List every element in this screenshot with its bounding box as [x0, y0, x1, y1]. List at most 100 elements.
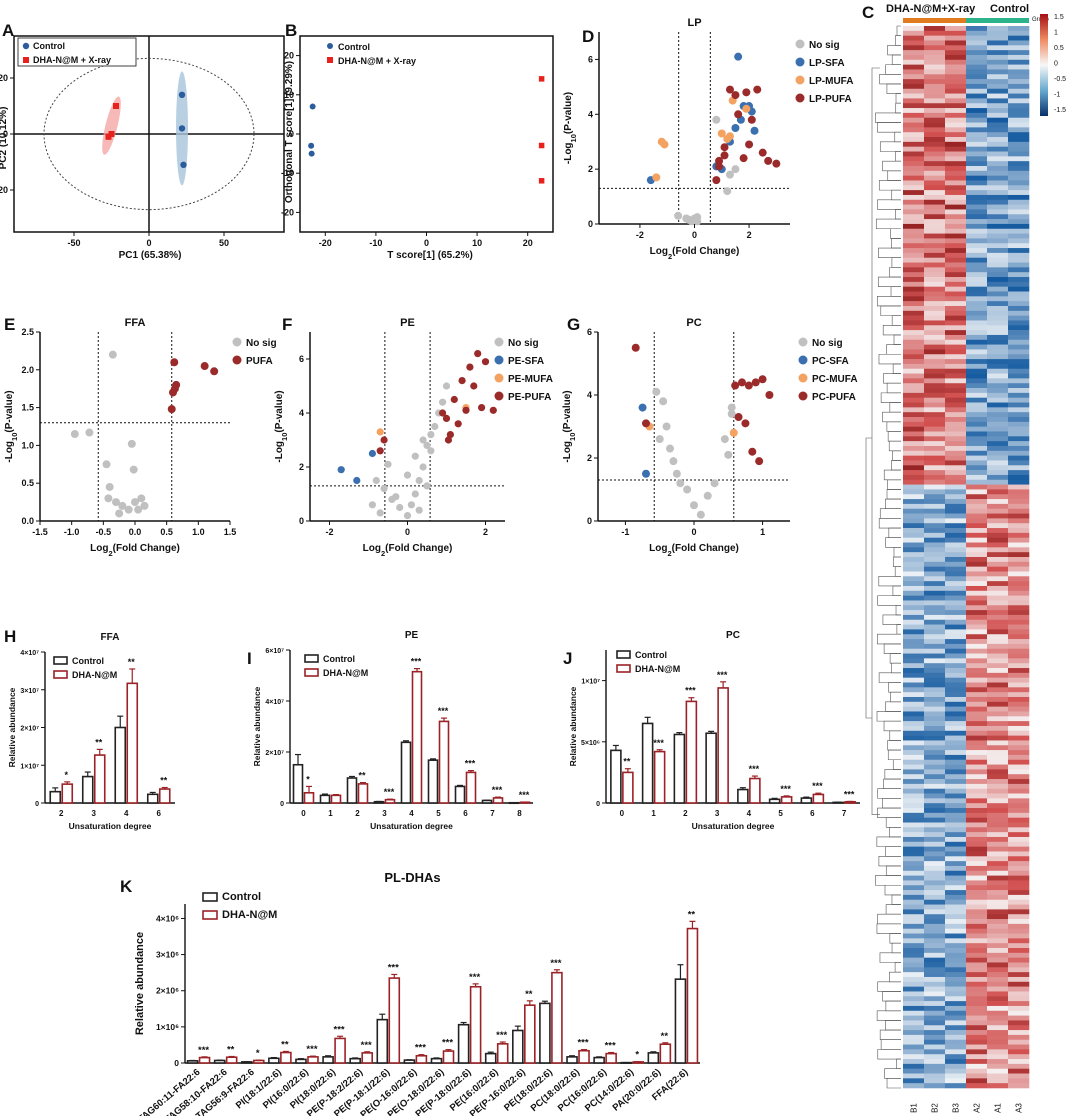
heatmap-cell	[1008, 421, 1030, 427]
heatmap-cell	[966, 991, 988, 997]
heatmap-cell	[903, 180, 925, 186]
dendrogram-branch	[891, 894, 901, 905]
heatmap-cell	[903, 513, 925, 519]
heatmap-cell	[1008, 865, 1030, 872]
heatmap-cell	[1008, 122, 1030, 128]
heatmap-cell	[966, 412, 988, 418]
heatmap-cell	[987, 769, 1009, 775]
dendrogram-branch	[894, 131, 901, 143]
legend-marker	[494, 337, 504, 347]
heatmap-cell	[945, 610, 967, 616]
significance-mark: *	[64, 770, 68, 780]
dendrogram-branch	[885, 64, 901, 75]
heatmap-cell	[924, 957, 946, 963]
dendrogram-branch	[886, 344, 901, 355]
volcano-point	[442, 414, 451, 422]
heatmap-cell	[924, 40, 946, 46]
heatmap-cell	[966, 783, 988, 790]
heatmap-cell	[966, 769, 988, 775]
heatmap-cell	[966, 648, 988, 654]
x-tick-label: -0.5	[96, 527, 112, 537]
heatmap-cell	[966, 489, 988, 495]
heatmap-cell	[1008, 518, 1030, 524]
dha-bar	[492, 797, 504, 804]
heatmap-cell	[966, 455, 988, 461]
heatmap-cell	[924, 277, 946, 283]
heatmap-cell	[987, 98, 1009, 104]
heatmap-cell	[966, 252, 988, 259]
heatmap-cell	[924, 368, 946, 374]
heatmap-cell	[1008, 851, 1030, 857]
heatmap-cell	[903, 79, 925, 85]
volcano-point	[764, 156, 773, 165]
heatmap-cell	[966, 1059, 988, 1065]
volcano-point	[731, 124, 740, 132]
heatmap-cell	[945, 880, 967, 886]
heatmap-cell	[1008, 547, 1030, 553]
heatmap-cell	[966, 349, 988, 355]
heatmap-cell	[1008, 779, 1030, 785]
heatmap-cell	[987, 614, 1009, 621]
y-axis-label: Relative abundance	[134, 932, 146, 1035]
legend-marker	[494, 355, 504, 365]
dendrogram-branch	[878, 247, 901, 259]
volcano-point	[415, 506, 423, 514]
heatmap-cell	[1008, 706, 1030, 712]
heatmap-cell	[987, 537, 1009, 543]
heatmap-cell	[945, 923, 967, 929]
control-bar	[376, 1018, 389, 1064]
heatmap-cell	[987, 856, 1009, 862]
heatmap-cell	[903, 639, 925, 645]
heatmap-cell	[987, 663, 1009, 669]
heatmap-cell	[924, 991, 946, 997]
y-tick-label: 20	[0, 73, 8, 83]
volcano-point	[105, 482, 114, 491]
heatmap-cell	[987, 35, 1009, 41]
heatmap-cell	[903, 431, 925, 437]
heatmap-cell	[945, 35, 967, 41]
heatmap-cell	[1008, 489, 1030, 495]
volcano-point	[739, 154, 748, 163]
volcano-point	[454, 420, 462, 428]
dendrogram-branch	[885, 865, 901, 876]
heatmap-cell	[1008, 305, 1030, 312]
heatmap-cell	[924, 262, 946, 268]
heatmap-cell	[903, 137, 925, 143]
heatmap-cell	[903, 991, 925, 997]
dendrogram-branch	[891, 460, 901, 471]
heatmap-cell	[945, 928, 967, 934]
heatmap-cell	[945, 836, 967, 843]
heatmap-cell	[903, 267, 925, 273]
heatmap-cell	[1008, 388, 1030, 394]
heatmap-cell	[903, 1039, 925, 1045]
sample-label: A2	[973, 1103, 982, 1113]
heatmap-cell	[987, 725, 1009, 732]
dha-point	[105, 133, 112, 140]
heatmap-cell	[924, 450, 946, 456]
heatmap-cell	[924, 281, 946, 287]
heatmap-cell	[1008, 967, 1030, 973]
dha-point	[538, 76, 545, 82]
heatmap-cell	[1008, 170, 1030, 176]
heatmap-cell	[987, 619, 1009, 625]
heatmap-cell	[924, 441, 946, 447]
heatmap-cell	[945, 774, 967, 780]
heatmap-cell	[966, 1010, 988, 1016]
dendrogram-branch	[892, 585, 901, 596]
heatmap-cell	[924, 832, 946, 838]
sample-label: A3	[1015, 1103, 1024, 1113]
heatmap-cell	[903, 610, 925, 616]
heatmap-cell	[1008, 503, 1030, 510]
heatmap-cell	[924, 180, 946, 186]
heatmap-cell	[966, 83, 988, 90]
volcano-point	[676, 479, 685, 488]
heatmap-cell	[903, 1001, 925, 1007]
heatmap-cell	[945, 228, 967, 234]
heatmap-cell	[924, 865, 946, 872]
heatmap-cell	[945, 88, 967, 94]
volcano-point	[427, 431, 435, 439]
heatmap-cell	[966, 407, 988, 413]
heatmap-cell	[987, 1073, 1009, 1079]
dendrogram-branch	[877, 595, 901, 606]
heatmap-cell	[924, 330, 946, 336]
